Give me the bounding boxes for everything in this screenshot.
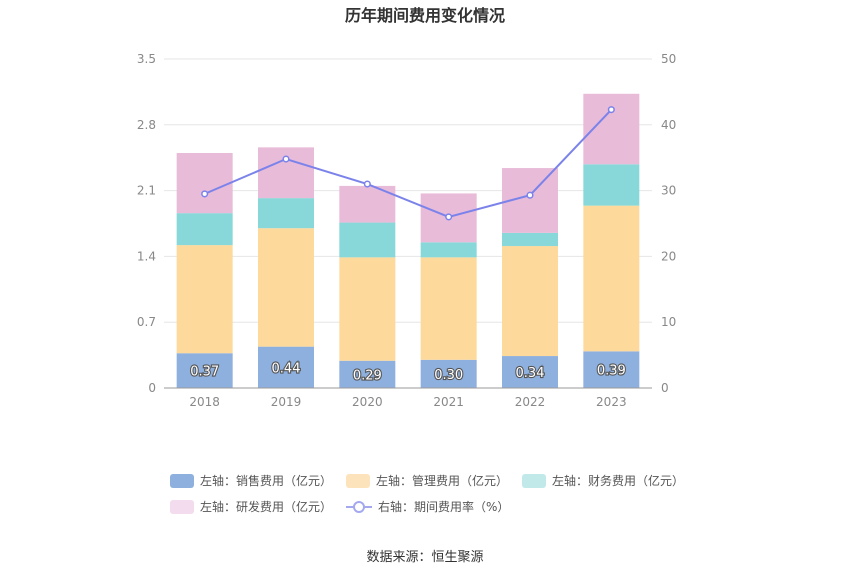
rate-line bbox=[204, 108, 613, 218]
bar-segment bbox=[583, 351, 640, 388]
y-left-tick-label: 3.5 bbox=[137, 52, 156, 66]
legend-swatch-sales bbox=[170, 473, 194, 488]
bar-data-label: 0.37 bbox=[190, 365, 219, 380]
bar-segment bbox=[176, 353, 233, 388]
bar-segment bbox=[339, 222, 396, 258]
legend-swatch-finance bbox=[522, 473, 547, 488]
rate-point bbox=[282, 155, 290, 163]
y-left-tick-label: 1.4 bbox=[137, 249, 156, 263]
x-tick-label: 2020 bbox=[352, 395, 383, 409]
bar-segment bbox=[258, 147, 314, 199]
legend-item-rnd[interactable]: 左轴：研发费用（亿元） bbox=[170, 498, 332, 515]
source-note: 数据来源：恒生聚源 bbox=[366, 550, 484, 565]
bar-data-label: 0.29 bbox=[353, 368, 382, 383]
y-left-tick-label: 2.8 bbox=[137, 118, 156, 132]
bar-segment bbox=[258, 346, 314, 388]
bar-segment bbox=[176, 153, 233, 214]
bar-segment bbox=[583, 205, 640, 352]
x-tick-label: 2023 bbox=[596, 395, 627, 409]
bar-segment bbox=[339, 257, 396, 361]
legend-item-sales[interactable]: 左轴：销售费用（亿元） bbox=[170, 472, 332, 489]
legend-row: 左轴：销售费用（亿元） 左轴：管理费用（亿元） 左轴：财务费用（亿元） bbox=[170, 472, 690, 489]
rate-point bbox=[363, 180, 371, 188]
rate-point bbox=[607, 106, 615, 114]
legend-label-finance: 左轴：财务费用（亿元） bbox=[552, 474, 685, 488]
legend-label-rnd: 左轴：研发费用（亿元） bbox=[200, 500, 333, 514]
x-tick-label: 2019 bbox=[271, 395, 302, 409]
legend-label-admin: 左轴：管理费用（亿元） bbox=[376, 474, 509, 488]
bar-segment bbox=[583, 164, 640, 206]
bar-data-label: 0.44 bbox=[272, 361, 301, 376]
legend-swatch-rnd bbox=[170, 499, 194, 514]
legend-row: 左轴：研发费用（亿元） 右轴：期间费用率（%） bbox=[170, 498, 690, 515]
bar-segment bbox=[502, 246, 558, 357]
bar-segment bbox=[420, 257, 477, 360]
bar-segment bbox=[176, 245, 233, 354]
bar-segment bbox=[420, 359, 477, 388]
x-tick-label: 2022 bbox=[515, 395, 546, 409]
bar-segment bbox=[502, 232, 558, 247]
legend-swatch-admin bbox=[346, 473, 371, 488]
legend-swatch-rate bbox=[346, 500, 373, 513]
legend-item-admin[interactable]: 左轴：管理费用（亿元） bbox=[346, 472, 508, 489]
bar-data-label: 0.34 bbox=[516, 366, 545, 381]
bar-segment bbox=[339, 360, 396, 388]
chart-title: 历年期间费用变化情况 bbox=[344, 6, 505, 25]
y-right-tick-label: 10 bbox=[661, 315, 676, 329]
bar-segment bbox=[258, 228, 314, 347]
bar-segment bbox=[502, 356, 558, 388]
rate-point bbox=[445, 213, 453, 221]
legend-item-finance[interactable]: 左轴：财务费用（亿元） bbox=[522, 472, 684, 489]
y-right-tick-label: 0 bbox=[661, 381, 669, 395]
legend-label-sales: 左轴：销售费用（亿元） bbox=[200, 474, 333, 488]
y-right-tick-label: 40 bbox=[661, 118, 676, 132]
bar-data-label: 0.30 bbox=[434, 368, 463, 383]
x-tick-label: 2021 bbox=[433, 395, 464, 409]
y-right-tick-label: 50 bbox=[661, 52, 676, 66]
legend-label-rate: 右轴：期间费用率（%） bbox=[378, 500, 510, 514]
y-left-tick-label: 0.7 bbox=[137, 315, 156, 329]
x-tick-label: 2018 bbox=[189, 395, 220, 409]
rate-point bbox=[526, 191, 534, 199]
bar-segment bbox=[420, 242, 477, 258]
bar-segment bbox=[258, 198, 314, 229]
y-left-tick-label: 0 bbox=[148, 381, 156, 395]
rate-point bbox=[201, 190, 209, 198]
bar-segment bbox=[176, 213, 233, 246]
y-right-tick-label: 20 bbox=[661, 249, 676, 263]
legend: 左轴：销售费用（亿元） 左轴：管理费用（亿元） 左轴：财务费用（亿元） 左轴：研… bbox=[170, 472, 690, 524]
legend-item-rate[interactable]: 右轴：期间费用率（%） bbox=[346, 498, 509, 515]
y-right-tick-label: 30 bbox=[661, 184, 676, 198]
y-left-tick-label: 2.1 bbox=[137, 184, 156, 198]
bar-data-label: 0.39 bbox=[597, 364, 626, 379]
chart-plot: 0 0.7 1.4 2.1 2.8 3.5 0 10 20 30 40 50 0.37 2018 0.44 2… bbox=[137, 52, 676, 409]
